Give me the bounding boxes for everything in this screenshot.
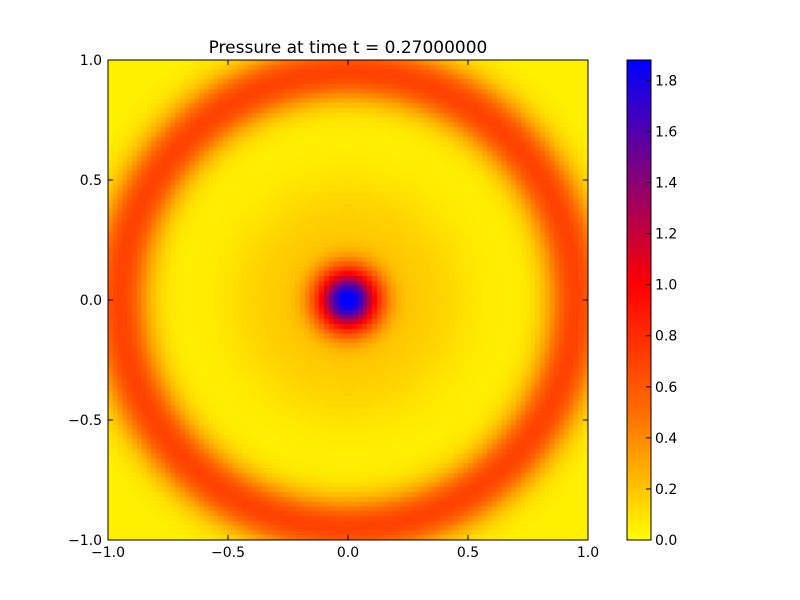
x-tick-label: −1.0 bbox=[91, 545, 125, 561]
colorbar-tick-label: 1.8 bbox=[655, 73, 677, 89]
x-tick-label: −0.5 bbox=[211, 545, 245, 561]
colorbar-tick-label: 0.2 bbox=[655, 482, 677, 498]
colorbar-tick-label: 1.2 bbox=[655, 227, 677, 243]
x-tick-label: 0.0 bbox=[337, 545, 359, 561]
plot-frame bbox=[107, 59, 589, 541]
x-tick-label: 1.0 bbox=[577, 545, 599, 561]
colorbar bbox=[627, 60, 651, 540]
x-tick-label: 0.5 bbox=[457, 545, 479, 561]
y-tick-label: 0.0 bbox=[80, 293, 102, 309]
colorbar-tick-label: 0.8 bbox=[655, 329, 677, 345]
chart-title: Pressure at time t = 0.27000000 bbox=[209, 38, 488, 58]
pressure-heatmap bbox=[108, 60, 588, 540]
y-tick-label: 1.0 bbox=[80, 53, 102, 69]
colorbar-tick-label: 1.0 bbox=[655, 278, 677, 294]
colorbar-tick-label: 0.6 bbox=[655, 380, 677, 396]
y-tick-label: 0.5 bbox=[80, 173, 102, 189]
colorbar-tick-label: 0.4 bbox=[655, 431, 677, 447]
colorbar-tick-label: 1.4 bbox=[655, 176, 677, 192]
y-tick-label: −0.5 bbox=[68, 413, 102, 429]
colorbar-tick-label: 1.6 bbox=[655, 124, 677, 140]
colorbar-tick-label: 0.0 bbox=[655, 533, 677, 549]
y-tick-label: −1.0 bbox=[68, 533, 102, 549]
colorbar-frame bbox=[626, 59, 652, 541]
